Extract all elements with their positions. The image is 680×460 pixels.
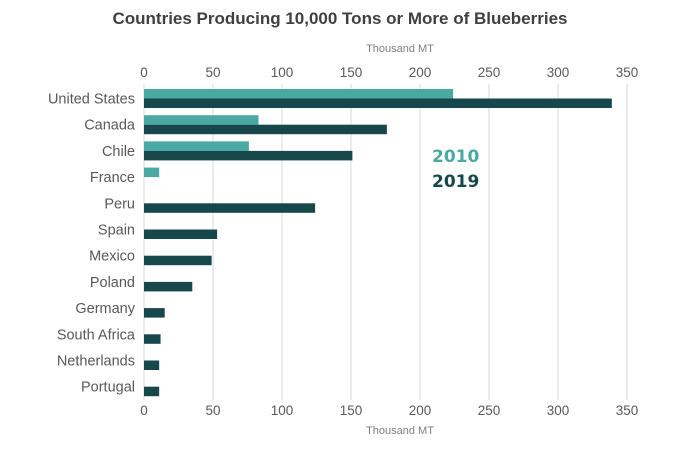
category-label: United States bbox=[48, 92, 135, 108]
category-label: Canada bbox=[84, 118, 136, 134]
bar-2019-germany bbox=[144, 308, 165, 318]
bar-2019-portugal bbox=[144, 386, 160, 397]
bar-2019-south-africa bbox=[144, 334, 161, 344]
category-label: Netherlands bbox=[57, 354, 135, 370]
bar-2019-peru bbox=[144, 203, 316, 213]
x-tick-label-top: 100 bbox=[271, 65, 294, 80]
x-tick-label-top: 150 bbox=[340, 65, 363, 80]
category-label: Chile bbox=[102, 144, 135, 160]
category-label: Peru bbox=[104, 196, 135, 212]
x-tick-label-bottom: 150 bbox=[340, 403, 363, 418]
legend: 2010 2019 bbox=[432, 147, 479, 192]
gridlines bbox=[143, 84, 628, 400]
category-label: Mexico bbox=[89, 249, 135, 265]
x-tick-label-bottom: 0 bbox=[140, 403, 148, 418]
category-label: Portugal bbox=[81, 380, 135, 396]
x-axis-title-bottom: Thousand MT bbox=[366, 425, 434, 437]
x-tick-label-bottom: 50 bbox=[205, 403, 220, 418]
x-tick-label-bottom: 300 bbox=[547, 403, 570, 418]
x-tick-label-top: 0 bbox=[140, 65, 148, 80]
bar-2019-chile bbox=[144, 150, 353, 161]
legend-item-2010: 2010 bbox=[432, 147, 479, 167]
x-tick-label-top: 300 bbox=[547, 65, 570, 80]
bars bbox=[144, 89, 612, 397]
category-label: South Africa bbox=[57, 327, 136, 343]
legend-item-2019: 2019 bbox=[432, 172, 479, 192]
x-tick-label-top: 50 bbox=[205, 65, 220, 80]
bar-2010-canada bbox=[144, 115, 259, 125]
bar-2019-poland bbox=[144, 281, 193, 292]
bar-2019-united-states bbox=[144, 98, 612, 108]
x-tick-label-top: 350 bbox=[616, 65, 639, 80]
category-label: Germany bbox=[75, 301, 135, 317]
category-label: France bbox=[90, 170, 135, 186]
x-tick-label-bottom: 100 bbox=[271, 403, 294, 418]
x-tick-label-top: 200 bbox=[409, 65, 432, 80]
bar-2019-canada bbox=[144, 124, 387, 135]
x-axis-ticks: 0 0 50 50 100 100 150 150 200 200 250 250 300 300 350 3… bbox=[140, 65, 638, 418]
bar-2019-mexico bbox=[144, 255, 212, 266]
x-tick-label-top: 250 bbox=[478, 65, 501, 80]
bar-2010-france bbox=[144, 167, 160, 178]
x-tick-label-bottom: 200 bbox=[409, 403, 432, 418]
x-axis-title-top: Thousand MT bbox=[366, 43, 434, 55]
category-label: Poland bbox=[90, 275, 135, 291]
bar-2010-chile bbox=[144, 141, 249, 151]
category-label: Spain bbox=[98, 223, 135, 239]
category-labels: United States Canada Chile France Peru Spain M… bbox=[48, 92, 136, 396]
chart-title: Countries Producing 10,000 Tons or More … bbox=[113, 9, 568, 28]
x-tick-label-bottom: 250 bbox=[478, 403, 501, 418]
bar-2019-spain bbox=[144, 229, 218, 239]
x-tick-label-bottom: 350 bbox=[616, 403, 639, 418]
bar-2010-united-states bbox=[144, 89, 454, 99]
bar-2019-netherlands bbox=[144, 360, 160, 370]
